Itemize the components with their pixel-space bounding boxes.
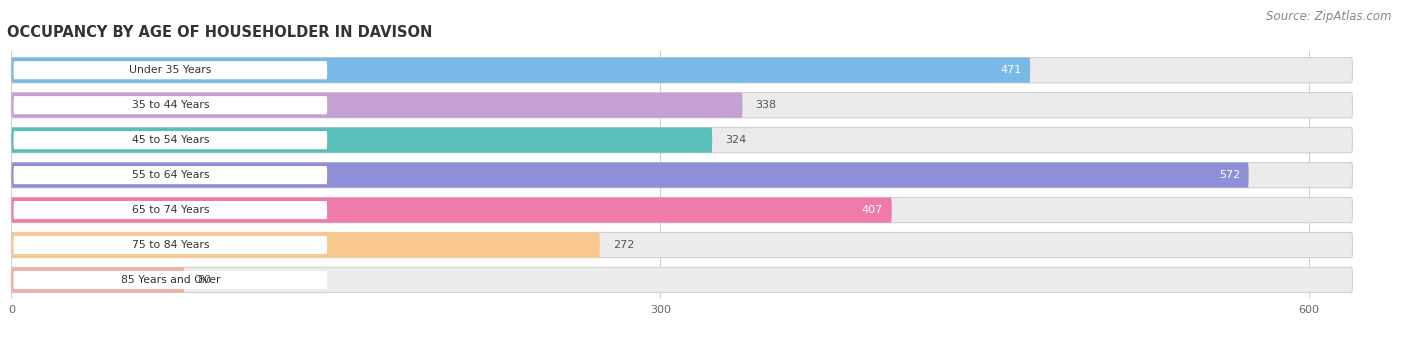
FancyBboxPatch shape (11, 58, 1031, 83)
FancyBboxPatch shape (14, 96, 328, 114)
Text: 471: 471 (1000, 65, 1022, 75)
FancyBboxPatch shape (14, 271, 328, 289)
Text: 35 to 44 Years: 35 to 44 Years (132, 100, 209, 110)
Text: 572: 572 (1219, 170, 1240, 180)
Text: 338: 338 (755, 100, 776, 110)
FancyBboxPatch shape (14, 201, 328, 219)
FancyBboxPatch shape (11, 128, 713, 153)
Text: 272: 272 (613, 240, 634, 250)
FancyBboxPatch shape (11, 58, 1353, 83)
FancyBboxPatch shape (11, 92, 1353, 118)
Text: 45 to 54 Years: 45 to 54 Years (132, 135, 209, 145)
FancyBboxPatch shape (11, 163, 1353, 188)
FancyBboxPatch shape (14, 131, 328, 149)
FancyBboxPatch shape (14, 236, 328, 254)
Text: 407: 407 (862, 205, 883, 215)
FancyBboxPatch shape (11, 163, 1249, 188)
Text: 75 to 84 Years: 75 to 84 Years (132, 240, 209, 250)
FancyBboxPatch shape (11, 233, 600, 258)
FancyBboxPatch shape (11, 267, 184, 292)
FancyBboxPatch shape (11, 92, 742, 118)
FancyBboxPatch shape (11, 198, 891, 223)
FancyBboxPatch shape (11, 128, 1353, 153)
FancyBboxPatch shape (11, 267, 1353, 292)
Text: 324: 324 (725, 135, 747, 145)
FancyBboxPatch shape (14, 61, 328, 79)
Text: 55 to 64 Years: 55 to 64 Years (132, 170, 209, 180)
Text: OCCUPANCY BY AGE OF HOUSEHOLDER IN DAVISON: OCCUPANCY BY AGE OF HOUSEHOLDER IN DAVIS… (7, 25, 433, 40)
Text: 80: 80 (197, 275, 211, 285)
FancyBboxPatch shape (14, 166, 328, 184)
FancyBboxPatch shape (11, 198, 1353, 223)
Text: 65 to 74 Years: 65 to 74 Years (132, 205, 209, 215)
Text: Under 35 Years: Under 35 Years (129, 65, 211, 75)
Text: Source: ZipAtlas.com: Source: ZipAtlas.com (1267, 10, 1392, 23)
Text: 85 Years and Over: 85 Years and Over (121, 275, 221, 285)
FancyBboxPatch shape (11, 233, 1353, 258)
